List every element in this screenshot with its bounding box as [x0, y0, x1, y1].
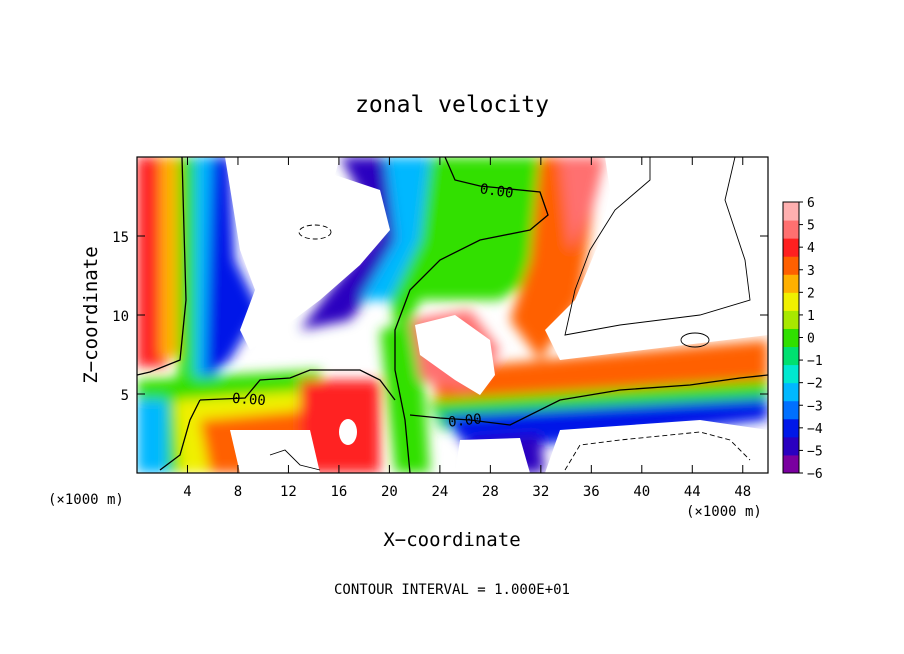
colorbar-tick-label: −3 — [807, 399, 823, 414]
x-tick-label: 48 — [734, 484, 751, 500]
colorbar-tick-label: 3 — [807, 264, 815, 279]
contour-label-right: 0.00 — [447, 411, 482, 430]
colorbar-tick-label: −1 — [807, 354, 823, 369]
colorbar-swatch — [783, 292, 799, 311]
colorbar-swatch — [783, 436, 799, 456]
colorbar-tick-label: 2 — [807, 286, 815, 301]
x-unit-label-right: (×1000 m) — [686, 504, 762, 520]
colorbar-tick-label: 5 — [807, 219, 815, 234]
colorbar-tick-label: 1 — [807, 309, 815, 324]
x-tick-label: 24 — [431, 484, 448, 500]
colorbar-swatch — [783, 382, 799, 402]
y-axis-label: Z−coordinate — [80, 246, 102, 383]
colorbar-swatch — [783, 328, 799, 348]
colorbar-tick-label: −4 — [807, 422, 823, 437]
colorbar-swatch — [783, 400, 799, 420]
y-tick-label: 10 — [112, 309, 129, 325]
x-axis-ticks: 4 8 12 16 20 24 28 32 36 40 44 48 — [183, 157, 751, 500]
colorbar-swatch — [783, 274, 799, 293]
colorbar-swatch — [783, 454, 799, 474]
y-axis-ticks: 5 10 15 — [112, 230, 768, 404]
contour-label-left: 0.00 — [231, 391, 266, 409]
x-tick-label: 8 — [234, 484, 242, 500]
colorbar-tick-label: −2 — [807, 377, 823, 392]
colorbar-swatch — [783, 346, 799, 366]
colorbar-swatch — [783, 202, 799, 221]
colorbar-tick-label: 4 — [807, 241, 815, 256]
colorbar-swatch — [783, 364, 799, 384]
contour-interval-note: CONTOUR INTERVAL = 1.000E+01 — [334, 582, 570, 598]
x-tick-label: 28 — [482, 484, 499, 500]
x-tick-label: 16 — [330, 484, 347, 500]
x-axis-label: X−coordinate — [383, 529, 520, 551]
colorbar-tick-label: 6 — [807, 196, 815, 211]
colorbar-tick-label: 0 — [807, 332, 815, 347]
colorbar: 6 5 4 3 2 1 0 −1 −2 −3 −4 −5 −6 — [782, 196, 823, 482]
x-tick-label: 4 — [183, 484, 191, 500]
x-tick-label: 12 — [280, 484, 297, 500]
x-tick-label: 20 — [381, 484, 398, 500]
y-tick-label: 5 — [121, 388, 129, 404]
colorbar-swatch — [783, 310, 799, 329]
x-tick-label: 36 — [583, 484, 600, 500]
colorbar-swatch — [783, 256, 799, 275]
colorbar-swatch — [783, 418, 799, 438]
x-tick-label: 44 — [684, 484, 701, 500]
y-tick-label: 15 — [112, 230, 129, 246]
colorbar-tick-label: −5 — [807, 444, 823, 459]
contour-label-top: 0.00 — [479, 181, 515, 202]
x-tick-label: 40 — [633, 484, 650, 500]
colorbar-swatch — [783, 238, 799, 257]
x-tick-label: 32 — [532, 484, 549, 500]
velocity-field: 0.00 0.00 0.00 — [137, 157, 768, 473]
colorbar-tick-label: −6 — [807, 467, 823, 482]
colorbar-swatch — [783, 220, 799, 239]
x-unit-label-left: (×1000 m) — [48, 492, 124, 508]
chart-title: zonal velocity — [355, 92, 549, 118]
